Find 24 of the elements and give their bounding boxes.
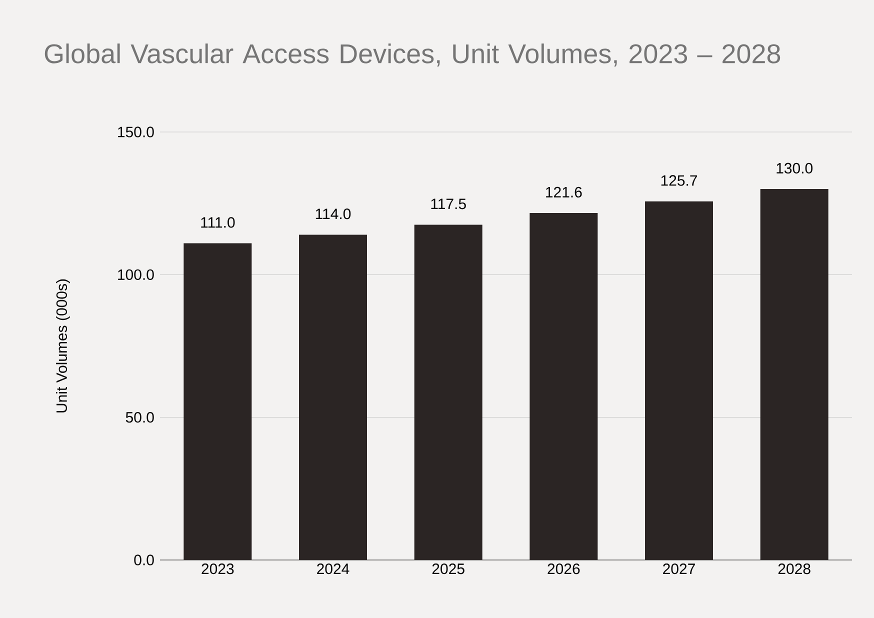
x-tick-label: 2028 — [778, 564, 810, 574]
y-tick-label: 150.0 — [118, 126, 154, 138]
bar — [184, 243, 252, 560]
data-label: 111.0 — [201, 217, 235, 228]
bar — [414, 224, 482, 560]
y-axis-title: Unit Volumes (000s) — [56, 279, 70, 412]
data-label: 130.0 — [776, 162, 813, 174]
x-tick-label: 2026 — [548, 564, 580, 574]
data-label: 114.0 — [316, 208, 351, 220]
chart-title: Global Vascular Access Devices, Unit Volumes, 2023 – 2028 — [44, 44, 780, 67]
y-tick-label: 0.0 — [134, 554, 154, 566]
y-tick-label: 100.0 — [118, 269, 154, 280]
bar — [530, 213, 598, 560]
x-tick-label: 2025 — [432, 564, 464, 574]
bar — [299, 234, 367, 560]
data-label: 117.5 — [431, 198, 466, 210]
bar — [645, 201, 714, 560]
x-tick-label: 2023 — [202, 564, 234, 574]
bar — [760, 189, 828, 560]
y-tick-label: 50.0 — [126, 412, 154, 423]
data-label: 125.7 — [661, 175, 698, 186]
x-tick-label: 2024 — [317, 564, 350, 574]
data-label: 121.6 — [546, 186, 582, 198]
x-tick-label: 2027 — [663, 564, 695, 574]
